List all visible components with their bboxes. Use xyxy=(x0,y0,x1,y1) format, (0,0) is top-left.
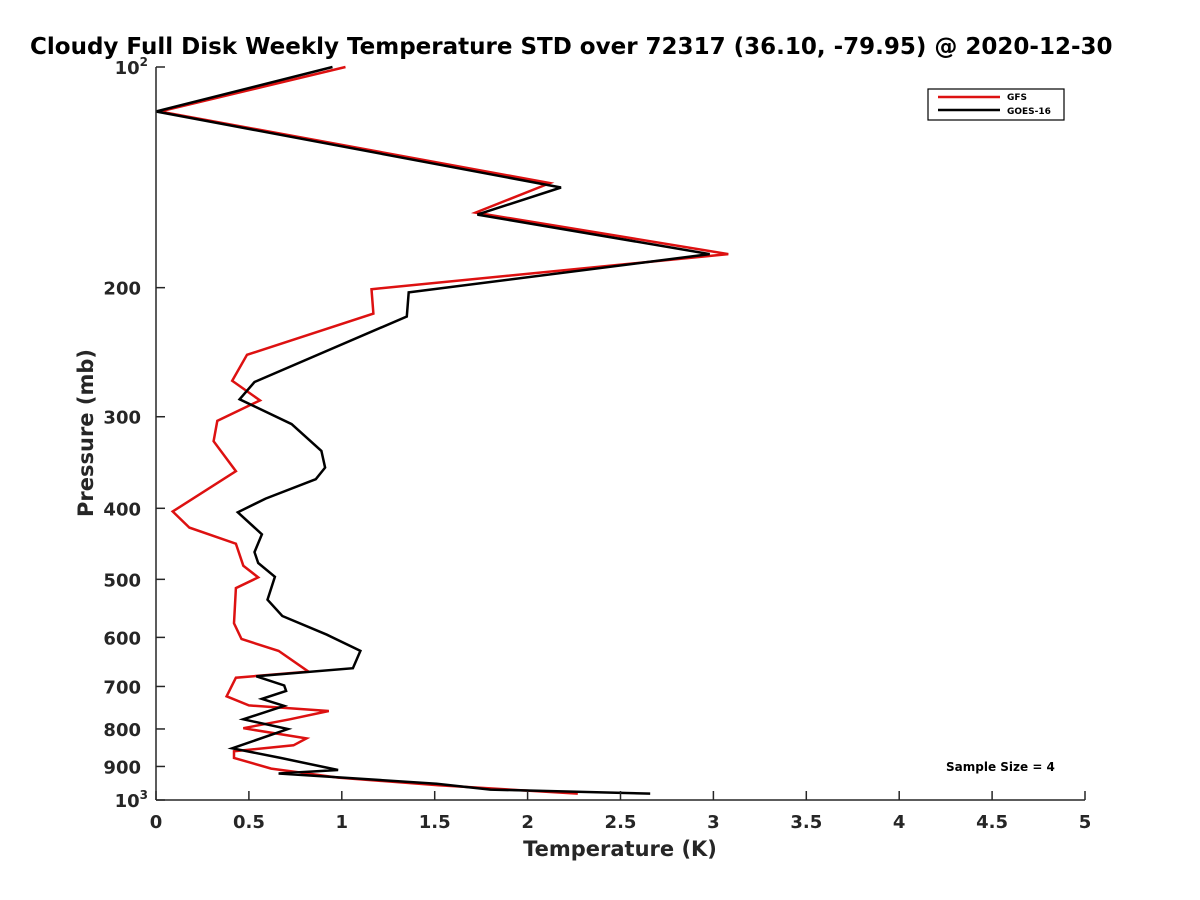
x-tick-label: 2 xyxy=(521,812,534,833)
x-tick-label: 4 xyxy=(893,812,906,833)
plot-area xyxy=(155,65,729,795)
sample-size-annotation: Sample Size = 4 xyxy=(946,760,1055,774)
series-line-goes-16 xyxy=(155,65,710,795)
y-tick-label: 300 xyxy=(103,408,141,429)
x-tick-label: 1 xyxy=(336,812,349,833)
y-tick-label: 900 xyxy=(103,757,141,778)
y-tick-label: 200 xyxy=(103,279,141,300)
x-tick-label: 5 xyxy=(1079,812,1092,833)
y-tick-label: 102 xyxy=(115,55,148,79)
x-axis-ticks: 0 0.5 1 1.5 2 2.5 3 3.5 4 4.5 5 xyxy=(150,791,1092,833)
y-tick-label: 700 xyxy=(103,677,141,698)
y-axis-ticks: 102 200 300 400 500 600 700 800 900 103 xyxy=(103,55,165,812)
x-tick-label: 1.5 xyxy=(419,812,451,833)
plot-frame xyxy=(156,67,1085,800)
chart-title: Cloudy Full Disk Weekly Temperature STD … xyxy=(30,34,1113,60)
y-tick-label: 400 xyxy=(103,499,141,520)
x-tick-label: 0.5 xyxy=(233,812,265,833)
y-tick-label: 600 xyxy=(103,628,141,649)
legend-box xyxy=(927,88,1065,121)
y-tick-label: 500 xyxy=(103,570,141,591)
x-tick-label: 3 xyxy=(707,812,720,833)
y-tick-label: 800 xyxy=(103,720,141,741)
x-axis-label: Temperature (K) xyxy=(523,837,717,861)
legend-label-gfs: GFS xyxy=(1007,93,1027,103)
y-tick-label: 103 xyxy=(115,788,148,812)
x-tick-label: 3.5 xyxy=(790,812,822,833)
x-tick-label: 4.5 xyxy=(976,812,1008,833)
legend: GFS GOES-16 xyxy=(927,88,1065,121)
x-tick-label: 2.5 xyxy=(605,812,637,833)
legend-label-goes16: GOES-16 xyxy=(1007,107,1051,117)
x-tick-label: 0 xyxy=(150,812,163,833)
y-axis-label: Pressure (mb) xyxy=(74,349,98,517)
series-line-gfs xyxy=(159,65,729,795)
